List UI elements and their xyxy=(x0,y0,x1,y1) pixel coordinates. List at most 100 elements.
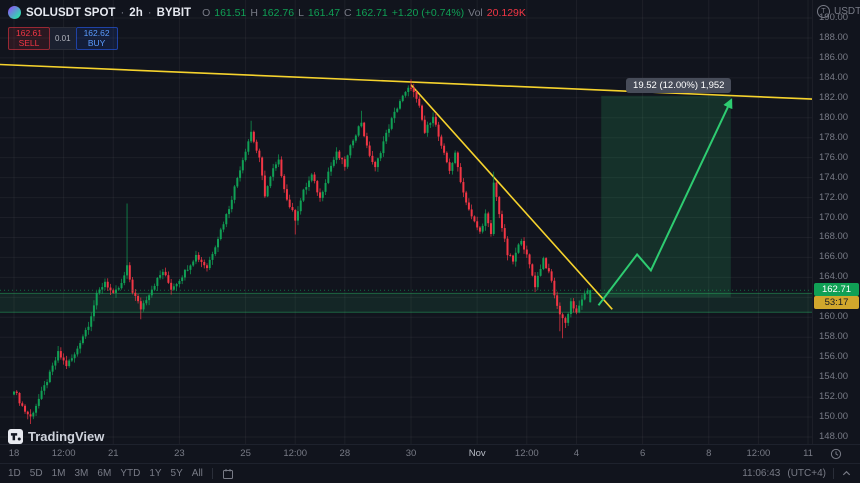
falling-trendline[interactable] xyxy=(410,84,613,310)
sol-logo-icon xyxy=(8,6,21,19)
low-label: L xyxy=(298,6,304,19)
spread-value: 0.01 xyxy=(50,27,76,50)
time-tick-label: 12:00 xyxy=(746,448,771,459)
descending-resistance-trendline[interactable] xyxy=(0,63,812,100)
price-tick-label: 184.00 xyxy=(819,71,849,83)
range-button-all[interactable]: All xyxy=(191,468,203,479)
price-tick-label: 160.00 xyxy=(819,311,849,323)
close-label: C xyxy=(344,6,352,19)
range-button-5y[interactable]: 5Y xyxy=(170,468,183,479)
price-tick-label: 182.00 xyxy=(819,91,849,103)
price-tick-label: 168.00 xyxy=(819,231,849,243)
open-value: 161.51 xyxy=(214,6,247,19)
price-tick-label: 188.00 xyxy=(819,31,849,43)
chevron-up-icon[interactable] xyxy=(841,468,852,479)
price-tick-label: 152.00 xyxy=(819,391,849,403)
range-button-6m[interactable]: 6M xyxy=(97,468,112,479)
range-button-5d[interactable]: 5D xyxy=(29,468,43,479)
clock-icon[interactable] xyxy=(830,448,842,460)
time-tick-label: 12:00 xyxy=(514,448,539,459)
bottom-toolbar: 1D 5D 1M 3M 6M YTD 1Y 5Y All 11:06:43 (UTC+4) xyxy=(0,463,860,483)
time-tick-label: 11 xyxy=(803,448,813,459)
buy-label: BUY xyxy=(87,37,106,48)
price-tick-label: 150.00 xyxy=(819,411,849,423)
open-label: O xyxy=(202,6,211,19)
price-tick-label: 176.00 xyxy=(819,151,849,163)
change-value: +1.20 (+0.74%) xyxy=(391,6,465,19)
buy-price: 162.62 xyxy=(83,28,110,39)
time-tick-label: 21 xyxy=(107,448,119,459)
time-tick-label: 4 xyxy=(573,448,580,459)
bar-countdown-badge: 53:17 xyxy=(814,296,859,310)
sell-button[interactable]: 162.61 SELL xyxy=(8,27,50,50)
volume-value: 20.129K xyxy=(486,6,526,19)
toolbar-divider xyxy=(833,468,834,479)
price-tick-label: 164.00 xyxy=(819,271,849,283)
close-value: 162.71 xyxy=(355,6,388,19)
time-tick-label: Nov xyxy=(468,448,486,459)
projection-arrow[interactable] xyxy=(597,98,733,306)
trade-panel: 162.61 SELL 0.01 162.62 BUY xyxy=(8,27,118,50)
price-tick-label: 158.00 xyxy=(819,331,849,343)
toolbar-right: 11:06:43 (UTC+4) xyxy=(742,468,852,479)
range-button-1d[interactable]: 1D xyxy=(8,468,21,479)
time-tick-label: 23 xyxy=(174,448,185,459)
time-tick-label: 12:00 xyxy=(51,448,76,459)
range-buttons: 1D 5D 1M 3M 6M YTD 1Y 5Y All xyxy=(8,468,203,479)
measure-label[interactable]: 19.52 (12.00%) 1,952 xyxy=(626,77,732,93)
high-value: 162.76 xyxy=(261,6,295,19)
time-axis[interactable]: 18 12:00 21 23 25 12:00 28 30 Nov 12:00 4 6 8 12:00 11 xyxy=(0,444,860,464)
buy-button[interactable]: 162.62 BUY xyxy=(75,27,118,50)
sell-price: 162.61 xyxy=(16,28,42,39)
tradingview-watermark: TradingView xyxy=(8,429,104,444)
price-tick-label: 148.00 xyxy=(819,431,849,442)
price-tick-label: 166.00 xyxy=(819,251,849,263)
legend-separator: · xyxy=(147,6,152,19)
time-tick-label: 18 xyxy=(8,448,20,459)
range-button-ytd[interactable]: YTD xyxy=(120,468,141,479)
currency-selector[interactable]: T USDT xyxy=(817,5,860,18)
price-tick-label: 180.00 xyxy=(819,111,849,123)
time-tick-label: 8 xyxy=(706,448,712,459)
ohlc-readout: O 161.51 H 162.76 L 161.47 C 162.71 +1.2… xyxy=(202,7,526,19)
price-tick-label: 170.00 xyxy=(819,211,849,223)
high-label: H xyxy=(250,6,258,19)
time-tick-label: 12:00 xyxy=(283,448,308,459)
price-tick-label: 186.00 xyxy=(819,51,849,63)
price-axis[interactable]: 162.71 53:17 190.00 188.00 186.00 184.00 182… xyxy=(812,0,860,444)
go-to-date-icon[interactable] xyxy=(222,468,234,480)
watermark-text: TradingView xyxy=(28,429,105,444)
clock-time[interactable]: 11:06:43 xyxy=(742,468,781,479)
price-tick-label: 172.00 xyxy=(819,191,849,203)
currency-label: USDT xyxy=(834,6,860,17)
grid-lines xyxy=(0,0,812,444)
time-tick-label: 28 xyxy=(339,448,351,459)
symbol-legend: SOLUSDT SPOT · 2h · BYBIT O 161.51 H 162… xyxy=(8,6,526,19)
price-tick-label: 178.00 xyxy=(819,131,849,143)
time-tick-label: 6 xyxy=(639,448,646,459)
current-price-badge: 162.71 xyxy=(814,283,859,297)
exchange-label[interactable]: BYBIT xyxy=(156,6,192,19)
sell-label: SELL xyxy=(18,37,40,48)
tradingview-logo-icon xyxy=(8,429,23,444)
usdt-coin-icon: T xyxy=(817,5,830,18)
symbol-title[interactable]: SOLUSDT SPOT xyxy=(26,6,116,19)
projection-box[interactable] xyxy=(601,95,731,298)
volume-label: Vol xyxy=(468,6,483,19)
range-button-1m[interactable]: 1M xyxy=(51,468,66,479)
price-tick-label: 174.00 xyxy=(819,171,849,183)
price-tick-label: 156.00 xyxy=(819,351,849,363)
toolbar-divider xyxy=(211,468,213,479)
interval-label[interactable]: 2h xyxy=(129,6,143,19)
price-tick-label: 190.00 xyxy=(819,12,849,23)
range-button-3m[interactable]: 3M xyxy=(74,468,89,479)
range-button-1y[interactable]: 1Y xyxy=(149,468,162,479)
candlestick-chart[interactable] xyxy=(0,0,812,444)
time-tick-label: 30 xyxy=(405,448,417,459)
legend-separator: · xyxy=(120,6,125,19)
candles xyxy=(13,79,592,425)
low-value: 161.47 xyxy=(307,6,341,19)
timezone-label[interactable]: (UTC+4) xyxy=(787,468,826,479)
time-tick-label: 25 xyxy=(240,448,251,459)
